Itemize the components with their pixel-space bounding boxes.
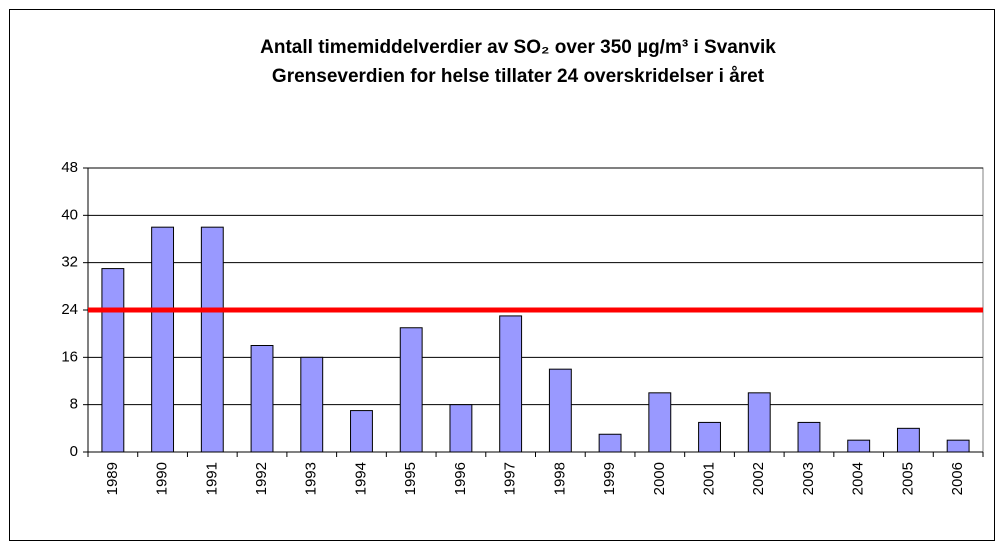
- x-tick-label: 2001: [700, 462, 717, 495]
- chart-title: Antall timemiddelverdier av SO₂ over 350…: [260, 37, 776, 58]
- x-tick-label: 1998: [551, 462, 568, 495]
- x-tick-label: 1992: [253, 462, 270, 495]
- y-tick-label: 16: [61, 348, 78, 365]
- bar: [548, 368, 572, 453]
- y-tick-label: 24: [61, 301, 78, 318]
- x-tick-label: 2000: [651, 462, 668, 495]
- bar: [151, 226, 175, 453]
- bar: [797, 421, 821, 453]
- bar: [648, 392, 672, 453]
- x-tick-label: 1996: [452, 462, 469, 495]
- x-tick-label: 2003: [800, 462, 817, 495]
- x-tick-label: 1997: [502, 462, 519, 495]
- y-tick-label: 0: [70, 443, 78, 460]
- x-tick-label: 1993: [303, 462, 320, 495]
- bar: [101, 268, 125, 453]
- bar: [350, 410, 373, 453]
- x-tick-label: 1989: [104, 462, 121, 495]
- bar: [300, 356, 324, 453]
- y-tick-label: 40: [61, 206, 78, 223]
- x-tick-label: 2006: [949, 462, 966, 495]
- x-tick-label: 1999: [601, 462, 618, 495]
- y-tick-label: 8: [70, 396, 78, 413]
- bar: [698, 421, 721, 453]
- x-tick-label: 2005: [899, 462, 916, 495]
- x-tick-label: 1994: [352, 462, 369, 495]
- x-tick-label: 2004: [850, 462, 867, 495]
- bar: [896, 427, 920, 453]
- bar: [499, 315, 523, 453]
- y-tick-label: 48: [61, 159, 78, 176]
- bar: [200, 226, 224, 453]
- bar: [598, 433, 622, 453]
- bar: [847, 439, 871, 453]
- bar: [946, 439, 970, 453]
- x-tick-label: 1995: [402, 462, 419, 495]
- x-tick-label: 1991: [203, 462, 220, 495]
- x-tick-label: 2002: [750, 462, 767, 495]
- x-tick-label: 1990: [154, 462, 171, 495]
- bar: [449, 404, 473, 453]
- bar: [399, 327, 423, 453]
- chart-subtitle: Grenseverdien for helse tillater 24 over…: [272, 66, 765, 87]
- bar: [747, 392, 771, 453]
- y-tick-label: 32: [61, 254, 78, 271]
- bar: [250, 345, 274, 453]
